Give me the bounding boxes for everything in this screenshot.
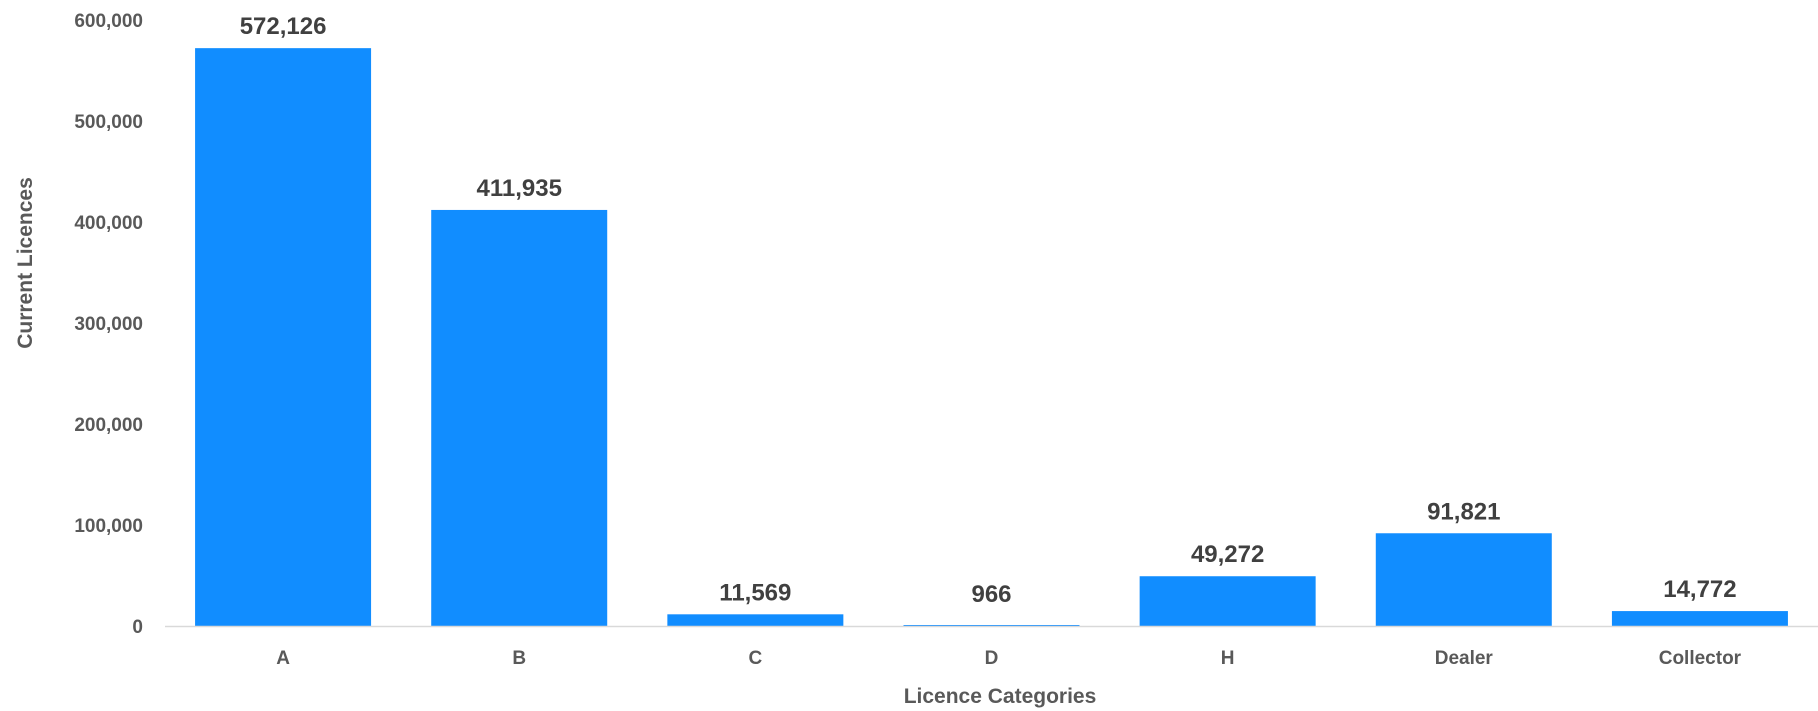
data-label: 572,126 <box>240 13 327 40</box>
y-tick-label: 0 <box>132 617 143 638</box>
y-tick-label: 400,000 <box>74 213 143 234</box>
y-axis-ticks: 0 100,000 200,000 300,000 400,000 500,000 600,… <box>74 11 143 638</box>
data-label: 966 <box>971 581 1011 608</box>
x-tick-label: D <box>985 648 999 669</box>
y-tick-label: 600,000 <box>74 11 143 32</box>
y-tick-label: 100,000 <box>74 516 143 537</box>
data-label: 49,272 <box>1191 541 1264 568</box>
bar-d <box>903 625 1080 626</box>
x-tick-label: H <box>1221 648 1235 669</box>
bar-dealer <box>1375 533 1552 626</box>
data-labels: 572,126 411,935 11,569 966 49,272 91,821 14,77… <box>240 13 1737 608</box>
x-tick-label: Collector <box>1659 648 1742 669</box>
bar-c <box>667 614 844 626</box>
bar-b <box>431 209 608 626</box>
x-tick-label: Dealer <box>1435 648 1494 669</box>
bar-h <box>1139 576 1316 626</box>
x-axis-title: Licence Categories <box>904 685 1097 708</box>
data-label: 91,821 <box>1427 498 1500 525</box>
x-tick-label: B <box>512 648 526 669</box>
data-label: 14,772 <box>1663 576 1736 603</box>
bar-a <box>195 48 372 627</box>
y-tick-label: 300,000 <box>74 314 143 335</box>
y-tick-label: 200,000 <box>74 415 143 436</box>
data-label: 411,935 <box>476 175 561 202</box>
bar-collector <box>1611 611 1788 626</box>
x-axis-labels: A B C D H Dealer Collector <box>276 648 1741 669</box>
x-tick-label: A <box>276 648 290 669</box>
data-label: 11,569 <box>719 579 791 606</box>
y-tick-label: 500,000 <box>74 112 143 133</box>
x-tick-label: C <box>748 648 762 669</box>
bars-group <box>195 48 1788 627</box>
y-axis-title: Current Licences <box>14 177 37 349</box>
